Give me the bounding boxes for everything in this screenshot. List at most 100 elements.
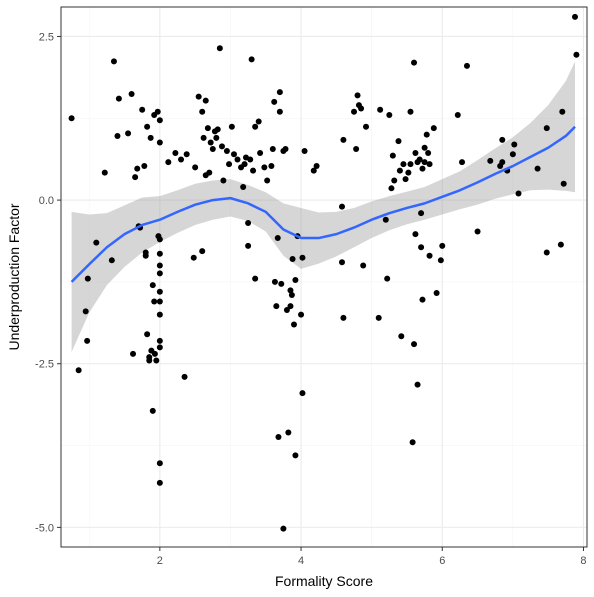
data-point <box>283 307 290 314</box>
data-point <box>421 159 428 166</box>
data-point <box>287 303 294 310</box>
data-point <box>156 298 163 305</box>
panel-border <box>60 6 588 548</box>
data-point <box>252 123 259 130</box>
data-point <box>299 254 306 261</box>
data-point <box>395 138 402 145</box>
data-point <box>377 106 384 113</box>
data-point <box>543 249 550 256</box>
data-point <box>419 296 426 303</box>
y-axis-title: Underproduction Factor <box>6 203 22 350</box>
data-point <box>245 220 252 226</box>
data-point <box>181 373 188 380</box>
data-point <box>156 479 163 486</box>
y-tick-label: -2.5 <box>35 359 54 371</box>
data-point <box>156 139 163 146</box>
data-point <box>310 167 317 174</box>
data-point <box>139 106 146 113</box>
data-point <box>278 280 285 287</box>
data-point <box>499 136 506 143</box>
data-point <box>273 303 280 310</box>
panel-background <box>61 7 587 547</box>
data-point <box>114 132 121 139</box>
data-point <box>572 13 578 20</box>
data-point <box>418 210 425 217</box>
data-point <box>407 161 414 168</box>
data-point <box>125 130 132 137</box>
data-point <box>423 131 430 138</box>
major-grid <box>61 7 587 547</box>
data-point <box>108 257 115 264</box>
data-point <box>268 163 275 170</box>
data-point <box>206 169 213 176</box>
data-point <box>153 357 160 364</box>
x-tick-label: 2 <box>157 555 163 567</box>
data-point <box>228 123 235 130</box>
data-point <box>407 108 414 115</box>
data-point <box>292 276 299 283</box>
data-point <box>156 337 163 344</box>
data-point <box>411 59 418 66</box>
data-point <box>147 134 154 141</box>
data-point <box>301 148 308 154</box>
x-tick-label: 4 <box>298 555 304 567</box>
data-point <box>149 282 156 289</box>
data-point <box>192 164 199 171</box>
data-point <box>252 275 259 282</box>
data-point <box>386 112 393 118</box>
data-point <box>213 134 220 141</box>
y-tick-label: -5.0 <box>35 522 54 534</box>
data-point <box>463 62 470 69</box>
data-point <box>269 146 276 153</box>
data-point <box>200 134 207 141</box>
data-point <box>68 115 75 122</box>
data-point <box>400 161 407 168</box>
data-point <box>195 93 202 100</box>
data-point <box>298 311 305 318</box>
data-point <box>240 184 247 190</box>
data-point <box>199 248 206 255</box>
data-point <box>199 108 206 115</box>
data-point <box>292 452 299 459</box>
data-point <box>226 161 233 168</box>
data-point <box>411 341 418 348</box>
data-point <box>149 407 156 414</box>
data-point <box>363 123 370 130</box>
data-point <box>274 235 281 242</box>
data-point <box>560 180 567 187</box>
data-point <box>425 149 432 156</box>
data-point <box>275 434 282 441</box>
data-point <box>358 105 365 112</box>
data-point <box>234 156 241 163</box>
minor-grid <box>61 7 587 547</box>
x-axis-ticks: 2 4 6 8 <box>157 547 587 567</box>
data-point <box>220 177 227 184</box>
data-point <box>156 460 163 467</box>
data-point <box>257 149 264 156</box>
data-point <box>454 112 461 118</box>
data-point <box>375 314 382 321</box>
data-point <box>339 203 345 210</box>
data-point <box>459 159 466 166</box>
data-point <box>391 177 398 184</box>
confidence-band <box>71 61 575 352</box>
data-point <box>339 259 345 266</box>
data-point <box>156 344 163 351</box>
x-tick-label: 8 <box>580 555 586 567</box>
data-point <box>426 252 433 259</box>
data-point <box>248 56 255 63</box>
data-point <box>388 185 395 192</box>
data-point <box>414 381 421 388</box>
data-point <box>382 216 389 223</box>
data-point <box>299 390 306 397</box>
data-point <box>110 58 117 65</box>
data-point <box>209 146 216 153</box>
data-point <box>416 156 423 163</box>
data-point <box>172 149 179 156</box>
data-point <box>289 256 296 262</box>
data-point <box>396 167 403 174</box>
data-point <box>412 231 419 238</box>
data-point <box>93 239 100 246</box>
data-point <box>419 165 426 172</box>
